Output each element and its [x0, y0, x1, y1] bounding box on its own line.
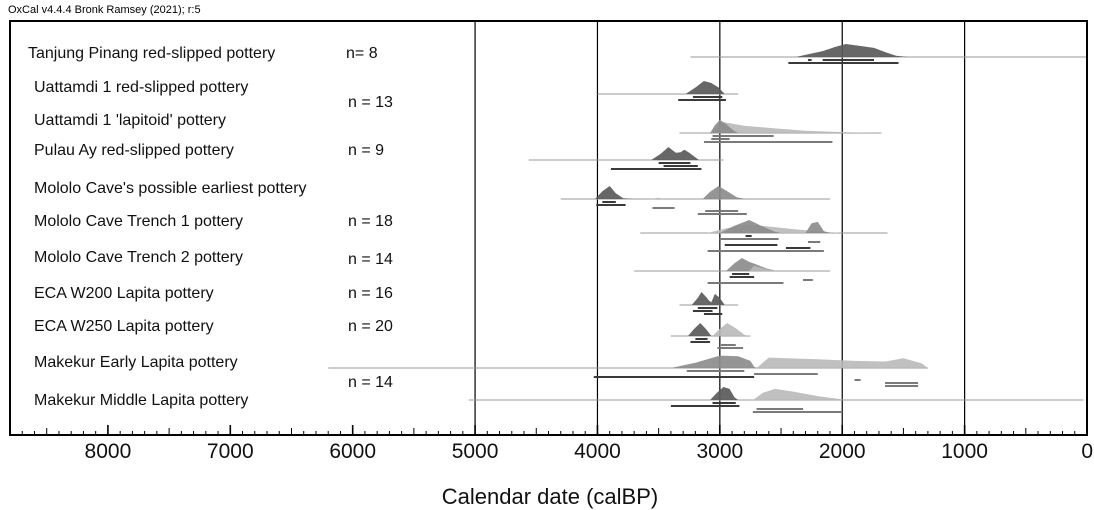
tick-label-7000: 7000	[207, 440, 254, 463]
distribution-6-1	[749, 265, 778, 271]
row-label-4: Mololo Cave's possible earliest pottery	[34, 180, 307, 197]
x-axis-tick-labels: 8000 7000 6000 5000 4000 3000 2000 1000 0	[85, 440, 1093, 463]
distribution-5-2	[805, 221, 830, 233]
row-label-9: Makekur Early Lapita pottery	[34, 354, 238, 371]
distribution-4-2	[702, 186, 747, 199]
probability-distributions	[595, 44, 928, 400]
distribution-10-1	[752, 388, 844, 400]
oxcal-header: OxCal v4.4.4 Bronk Ramsey (2021); r:5	[8, 4, 201, 16]
row-n-6: n = 14	[348, 251, 393, 268]
row-n-0: n= 8	[346, 45, 378, 62]
distribution-0-0	[795, 44, 909, 57]
distribution-8-0	[688, 323, 712, 336]
distribution-2-1	[710, 120, 739, 133]
x-axis-title: Calendar date (calBP)	[442, 484, 658, 509]
row-n-7: n = 16	[348, 285, 393, 302]
tick-label-8000: 8000	[85, 440, 132, 463]
distribution-10-0	[710, 387, 739, 400]
row-label-6: Mololo Cave Trench 2 pottery	[34, 249, 243, 266]
tick-label-3000: 3000	[696, 440, 743, 463]
probability-range-bars	[593, 59, 919, 413]
group-n-1: n = 14	[348, 374, 393, 391]
distribution-4-0	[595, 186, 635, 199]
row-label-0: Tanjung Pinang red-slipped pottery	[28, 45, 275, 62]
tick-label-1000: 1000	[941, 440, 988, 463]
tick-label-5000: 5000	[452, 440, 499, 463]
row-label-8: ECA W250 Lapita pottery	[34, 318, 214, 335]
row-n-3: n = 9	[348, 142, 384, 159]
tick-label-6000: 6000	[329, 440, 376, 463]
row-label-5: Mololo Cave Trench 1 pottery	[34, 213, 243, 230]
distribution-8-1	[712, 323, 750, 336]
distribution-4-1	[648, 197, 665, 199]
gridlines	[474, 21, 966, 435]
distribution-5-1	[719, 220, 781, 233]
distribution-9-0	[670, 355, 757, 368]
tick-label-4000: 4000	[574, 440, 621, 463]
row-label-7: ECA W200 Lapita pottery	[34, 285, 214, 302]
distribution-9-1	[756, 357, 928, 368]
row-n-8: n = 20	[348, 318, 393, 335]
row-label-3: Pulau Ay red-slipped pottery	[34, 142, 234, 159]
row-labels: Tanjung Pinang red-slipped pottery n= 8 Ua…	[28, 45, 393, 409]
row-n-5: n = 18	[348, 213, 393, 230]
row-label-10: Makekur Middle Lapita pottery	[34, 392, 248, 409]
distribution-1-0	[685, 81, 725, 94]
tick-label-0: 0	[1081, 440, 1093, 463]
row-label-1: Uattamdi 1 red-slipped pottery	[34, 79, 248, 96]
distribution-7-0	[691, 292, 725, 305]
tick-label-2000: 2000	[819, 440, 866, 463]
x-axis-ticks	[9, 425, 1088, 435]
background-lines	[328, 56, 1087, 401]
distribution-3-0	[651, 147, 699, 160]
distribution-2-0	[710, 122, 879, 133]
row-label-2: Uattamdi 1 'lapitoid' pottery	[34, 112, 226, 129]
group-n-0: n = 13	[348, 94, 393, 111]
distribution-6-0	[726, 258, 778, 271]
